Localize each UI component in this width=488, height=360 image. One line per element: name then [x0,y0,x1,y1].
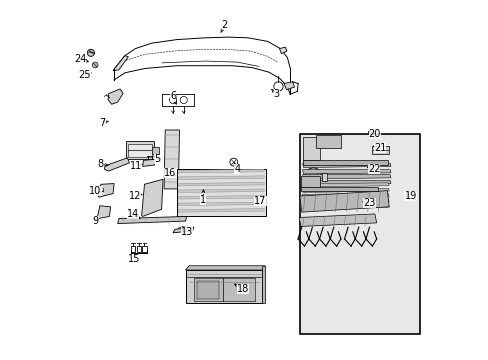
Polygon shape [194,278,255,301]
Polygon shape [315,135,340,148]
Polygon shape [173,227,193,233]
Bar [131,246,135,252]
Polygon shape [322,173,326,181]
Polygon shape [152,147,159,154]
Polygon shape [372,146,388,154]
Polygon shape [302,160,387,165]
Polygon shape [302,175,390,179]
Polygon shape [108,89,123,104]
Polygon shape [302,188,388,193]
Polygon shape [300,176,319,187]
Circle shape [92,62,98,68]
Text: 22: 22 [367,164,380,174]
Text: 17: 17 [254,197,266,206]
Polygon shape [197,281,219,298]
Circle shape [87,49,94,57]
Text: 9: 9 [92,216,99,226]
Polygon shape [302,180,390,185]
Polygon shape [178,195,264,199]
Polygon shape [302,170,390,174]
Polygon shape [113,56,128,71]
Text: 24: 24 [74,54,86,64]
Polygon shape [98,184,114,197]
Polygon shape [303,137,319,160]
Polygon shape [178,189,264,193]
Polygon shape [300,187,378,191]
Text: 13: 13 [181,227,193,237]
Text: 15: 15 [127,253,140,264]
Polygon shape [178,176,264,179]
Text: 5: 5 [154,154,160,163]
Polygon shape [118,216,186,224]
Polygon shape [302,194,388,198]
Polygon shape [142,159,155,166]
Text: 19: 19 [404,191,416,201]
Bar [299,134,419,334]
Text: 14: 14 [127,209,139,219]
Polygon shape [302,183,388,187]
Polygon shape [185,270,262,303]
Text: 6: 6 [170,91,176,101]
Bar [142,246,146,252]
Polygon shape [185,266,264,270]
Polygon shape [279,47,286,54]
Circle shape [311,181,316,186]
Text: 10: 10 [89,186,102,196]
Bar [137,246,141,252]
Polygon shape [142,179,163,216]
Polygon shape [299,191,388,212]
Polygon shape [97,206,110,219]
Text: 20: 20 [368,129,380,139]
Text: 7: 7 [100,118,105,128]
Polygon shape [104,158,129,171]
Text: 21: 21 [373,143,386,153]
Text: 2: 2 [221,19,227,30]
Polygon shape [178,208,264,212]
Polygon shape [283,82,294,90]
Polygon shape [302,199,388,203]
Text: 1: 1 [200,195,206,204]
Polygon shape [302,204,388,208]
Text: 18: 18 [236,284,248,294]
Text: 11: 11 [130,161,142,171]
Polygon shape [164,130,179,189]
Text: 23: 23 [363,198,375,208]
Polygon shape [178,183,264,186]
Text: 25: 25 [79,69,91,80]
Text: 8: 8 [98,159,104,169]
Polygon shape [125,141,154,159]
Text: 12: 12 [128,191,141,201]
Polygon shape [178,202,264,206]
Polygon shape [176,169,265,216]
Circle shape [304,181,309,186]
Polygon shape [178,169,264,173]
Text: 4: 4 [234,164,240,174]
Polygon shape [299,214,376,226]
Polygon shape [302,163,390,167]
Polygon shape [128,144,152,157]
Polygon shape [262,266,264,303]
Text: 16: 16 [164,168,176,178]
Text: 3: 3 [273,89,279,99]
